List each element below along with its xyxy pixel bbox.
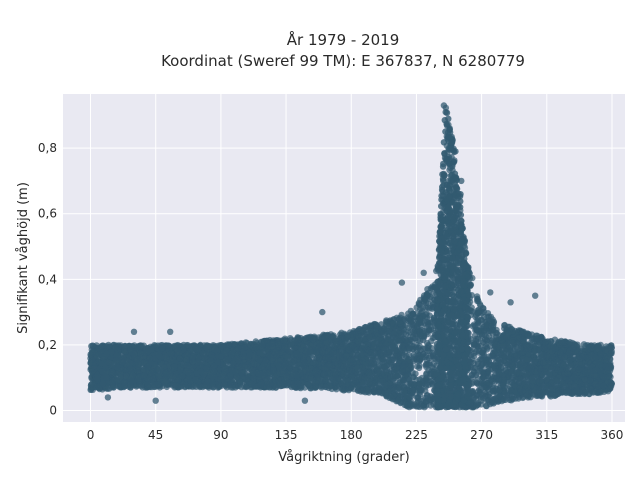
scatter-point	[422, 361, 430, 369]
scatter-point	[383, 317, 390, 324]
scatter-point	[471, 332, 478, 339]
chart-title-line-2: Koordinat (Sweref 99 TM): E 367837, N 62…	[161, 52, 525, 70]
scatter-point	[415, 364, 423, 372]
scatter-point	[580, 341, 588, 348]
scatter-point	[283, 375, 290, 382]
scatter-point	[423, 356, 431, 364]
chart-title-line-1: År 1979 - 2019	[287, 30, 400, 49]
scatter-points	[87, 102, 615, 411]
